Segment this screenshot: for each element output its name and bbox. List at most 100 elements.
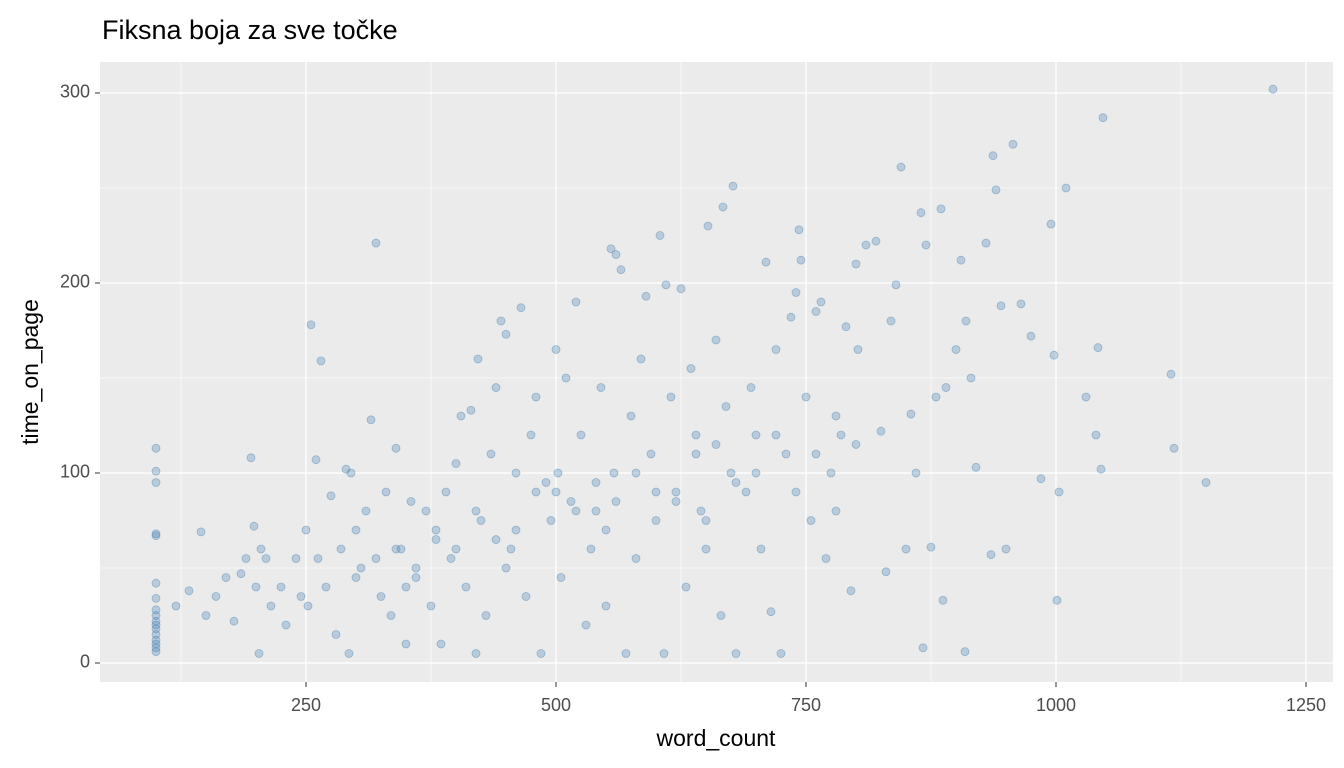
point [1098,113,1108,123]
point [251,582,261,592]
x-tick-label: 1000 [1036,695,1076,715]
point [1052,595,1062,605]
point [641,291,651,301]
point [718,202,728,212]
point [171,601,181,611]
point [511,468,521,478]
point [876,426,886,436]
point [501,329,511,339]
point [1001,544,1011,554]
point [751,468,761,478]
point [506,544,516,554]
y-axis-title: time_on_page [17,299,43,445]
point [151,647,161,656]
point [254,649,264,658]
y-tick-label: 0 [80,652,90,672]
point [711,440,721,449]
y-tick-label: 200 [60,272,90,292]
point [591,478,601,487]
point [796,255,806,265]
point [703,221,713,231]
point [151,635,161,645]
point [896,162,906,172]
point [521,592,531,601]
point [151,639,161,649]
point [496,316,506,326]
point [1061,183,1071,193]
point [936,204,946,214]
point [836,430,846,440]
point [313,554,323,563]
point [303,601,313,611]
point [386,611,396,620]
point [686,364,696,373]
point [1081,392,1091,402]
point [1026,331,1036,341]
point [326,491,336,501]
point [776,649,786,658]
point [381,487,391,497]
point [696,506,706,516]
point [611,250,621,259]
point [846,586,856,596]
point [301,525,311,535]
point [336,544,346,554]
point [701,544,711,554]
point [1093,343,1103,352]
point [581,620,591,630]
x-tick-label: 1250 [1286,695,1326,715]
point [771,430,781,440]
point [609,468,619,478]
point [918,643,928,653]
point [841,322,851,332]
point [151,593,161,603]
point [801,392,811,402]
point [266,601,276,611]
point [901,544,911,554]
point [906,409,916,419]
point [751,430,761,440]
point [601,525,611,535]
point [988,151,998,161]
point [1036,474,1046,484]
point [151,443,161,453]
point [726,468,736,478]
point [791,487,801,497]
point [986,550,996,560]
point [1166,369,1176,379]
point [1169,443,1179,453]
point [676,284,686,294]
point [794,225,804,235]
point [371,238,381,248]
point [276,582,286,592]
point [691,430,701,440]
point [391,544,401,554]
point [1046,219,1056,229]
point [446,554,456,563]
point [761,257,771,267]
point [576,430,586,440]
point [853,345,863,354]
point [1268,84,1278,94]
x-tick-label: 750 [791,695,821,715]
point [196,527,206,537]
point [184,586,194,596]
point [371,554,381,563]
point [151,611,161,620]
point [411,563,421,573]
point [256,544,266,554]
point [431,525,441,535]
point [221,573,231,582]
point [151,616,161,626]
point [151,630,161,639]
point [151,478,161,487]
point [991,185,1001,195]
point [491,535,501,544]
point [996,301,1006,311]
point [411,573,421,582]
point [659,649,669,658]
point [601,601,611,611]
point [331,630,341,639]
point [631,468,641,478]
point [236,569,246,579]
